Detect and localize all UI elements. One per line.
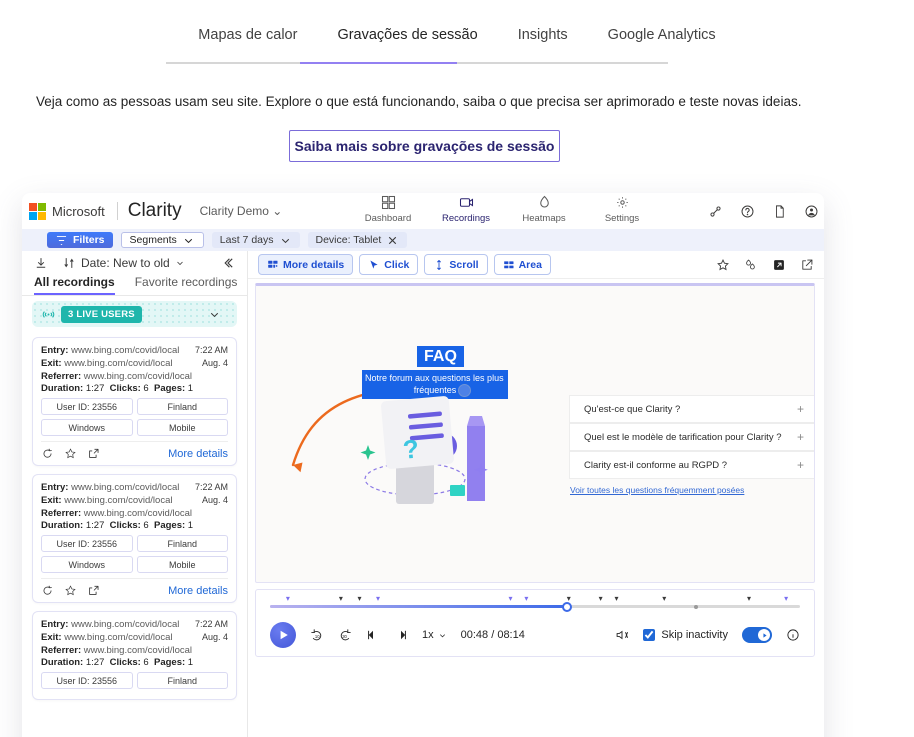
svg-text:10: 10 (315, 634, 320, 639)
svg-text:30: 30 (342, 634, 347, 639)
svg-text:?: ? (402, 434, 420, 465)
